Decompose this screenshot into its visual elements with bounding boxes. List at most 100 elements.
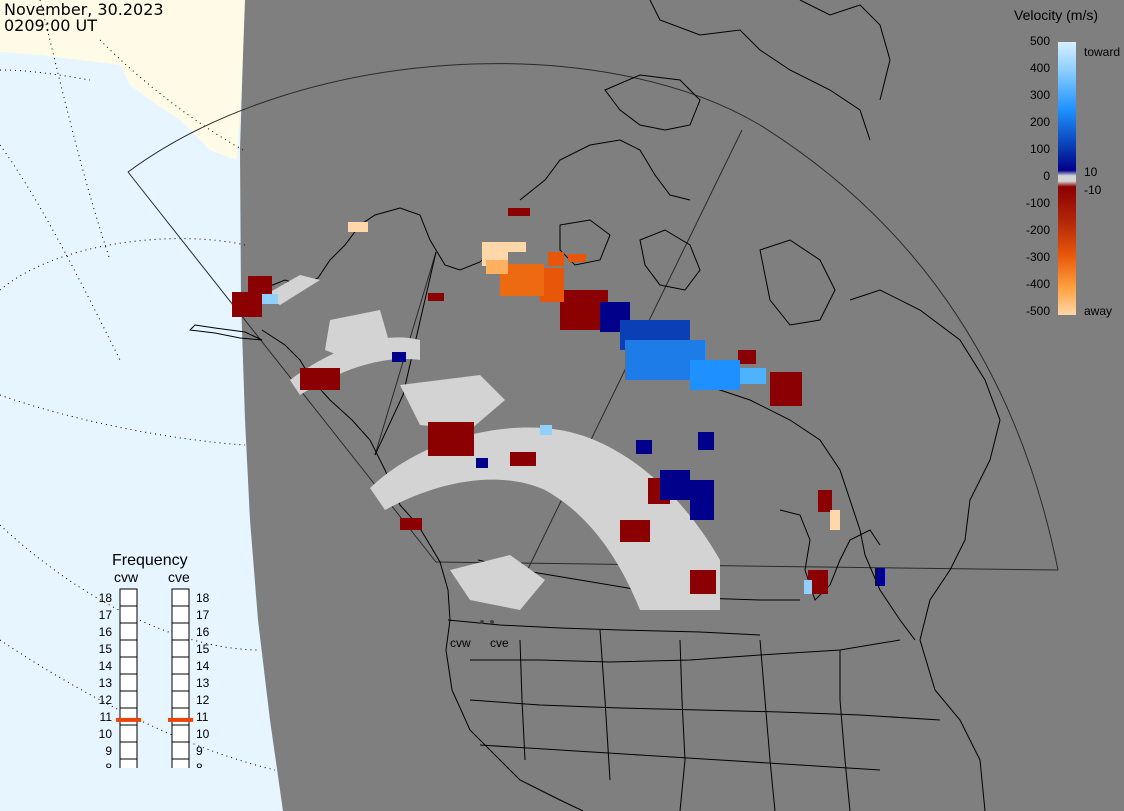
- ground-scatter-band-main: [370, 427, 720, 610]
- velocity-tick-labels: 500 400 300 200 100 0 -100 -200 -300 -40…: [1026, 34, 1050, 318]
- velocity-tick: -500: [1026, 304, 1050, 318]
- velocity-tick: -300: [1026, 250, 1050, 264]
- frequency-cell: [171, 588, 190, 607]
- frequency-right-tick: 15: [196, 642, 210, 656]
- away-cell: [548, 252, 564, 266]
- frequency-ticks-right: 18 17 16 15 14 13 12 11 10 9 8: [196, 591, 210, 768]
- ground-scatter-patch-south: [450, 555, 545, 610]
- toward-cell: [690, 480, 714, 520]
- velocity-tick: -100: [1026, 196, 1050, 210]
- frequency-right-tick: 10: [196, 727, 210, 741]
- frequency-right-tick: 17: [196, 608, 210, 622]
- frequency-left-tick: 9: [105, 744, 112, 758]
- frequency-radar-label-cvw: cvw: [114, 569, 139, 585]
- frequency-cell: [119, 707, 138, 726]
- frequency-cell: [119, 656, 138, 675]
- velocity-neg-threshold: -10: [1084, 183, 1102, 197]
- frequency-cell: [171, 741, 190, 760]
- velocity-toward-label: toward: [1084, 45, 1120, 59]
- projection-plot-area: [240, 0, 1124, 811]
- away-cell: [808, 570, 828, 594]
- away-cell: [428, 293, 444, 301]
- frequency-markers: [116, 717, 193, 722]
- toward-cell: [690, 360, 740, 390]
- away-cell: [508, 208, 530, 216]
- frequency-cell: [119, 639, 138, 658]
- frequency-radar-label-cve: cve: [168, 569, 190, 585]
- ground-scatter-patch-mid: [400, 375, 505, 430]
- toward-cell: [262, 294, 278, 304]
- away-cell: [508, 242, 526, 252]
- frequency-marker-cve: [168, 717, 193, 722]
- radar-fov-outline: [127, 63, 1059, 576]
- toward-cell: [660, 470, 690, 500]
- frequency-title: Frequency: [112, 552, 188, 569]
- frequency-right-tick: 8: [196, 761, 203, 768]
- radar-site-label-cvw: cvw: [450, 636, 471, 650]
- positive-velocity-cells: [262, 294, 885, 594]
- velocity-tick: 500: [1030, 34, 1050, 48]
- frequency-ticks-left: 18 17 16 15 14 13 12 11 10 9 8: [99, 591, 113, 768]
- timestamp-time: 0209:00 UT: [4, 16, 98, 35]
- velocity-tick: 100: [1030, 142, 1050, 156]
- away-cell: [232, 292, 262, 317]
- frequency-cell: [119, 724, 138, 743]
- timestamp-date: November, 30.2023: [4, 0, 164, 19]
- away-cell: [428, 422, 474, 456]
- away-cell: [830, 510, 840, 530]
- velocity-tick: 300: [1030, 88, 1050, 102]
- radar-sites: cvw cve: [450, 620, 509, 650]
- velocity-pos-threshold: 10: [1084, 165, 1098, 179]
- frequency-columns: [119, 588, 190, 768]
- toward-cell: [698, 432, 714, 450]
- frequency-right-tick: 18: [196, 591, 210, 605]
- frequency-right-tick: 13: [196, 676, 210, 690]
- velocity-tick: 0: [1043, 169, 1050, 183]
- frequency-right-tick: 9: [196, 744, 203, 758]
- away-cell: [568, 254, 586, 262]
- landmass-siberia: [0, 0, 245, 160]
- velocity-tick: -400: [1026, 277, 1050, 291]
- away-cell: [770, 372, 802, 406]
- away-cell: [818, 490, 832, 512]
- velocity-tick: 200: [1030, 115, 1050, 129]
- frequency-cell: [171, 724, 190, 743]
- frequency-left-tick: 17: [99, 608, 113, 622]
- away-cell: [400, 518, 422, 530]
- frequency-right-tick: 14: [196, 659, 210, 673]
- frequency-cell: [171, 639, 190, 658]
- toward-cell: [476, 458, 488, 468]
- frequency-cell: [171, 656, 190, 675]
- velocity-tick: 400: [1030, 61, 1050, 75]
- velocity-legend-title: Velocity (m/s): [1014, 7, 1098, 23]
- frequency-left-tick: 13: [99, 676, 113, 690]
- away-cell: [300, 368, 340, 390]
- frequency-left-tick: 8: [105, 761, 112, 768]
- frequency-cell: [119, 673, 138, 692]
- velocity-tick: -200: [1026, 223, 1050, 237]
- frequency-cell: [171, 707, 190, 726]
- toward-cell: [636, 440, 652, 454]
- frequency-left-tick: 18: [99, 591, 113, 605]
- frequency-left-tick: 12: [99, 693, 113, 707]
- frequency-cell: [119, 588, 138, 607]
- toward-cell: [804, 580, 812, 594]
- frequency-cell: [171, 605, 190, 624]
- away-cell: [620, 520, 650, 542]
- frequency-cell: [171, 622, 190, 641]
- frequency-cell: [119, 741, 138, 760]
- frequency-cell: [119, 758, 138, 768]
- frequency-left-tick: 10: [99, 727, 113, 741]
- away-cell: [510, 452, 536, 466]
- frequency-right-tick: 11: [196, 710, 209, 724]
- frequency-cell: [171, 673, 190, 692]
- frequency-cell: [119, 622, 138, 641]
- away-cell: [348, 222, 368, 232]
- frequency-panel: Frequency cvw cve 18 17 16 15 14 13 12 11 10 9 8 1…: [99, 552, 210, 768]
- frequency-left-tick: 16: [99, 625, 113, 639]
- radar-site-label-cve: cve: [490, 636, 509, 650]
- away-cell: [486, 260, 508, 274]
- frequency-cell: [171, 690, 190, 709]
- velocity-colorbar-legend: Velocity (m/s) 500 400 300 200 100 0 -10…: [1014, 7, 1120, 318]
